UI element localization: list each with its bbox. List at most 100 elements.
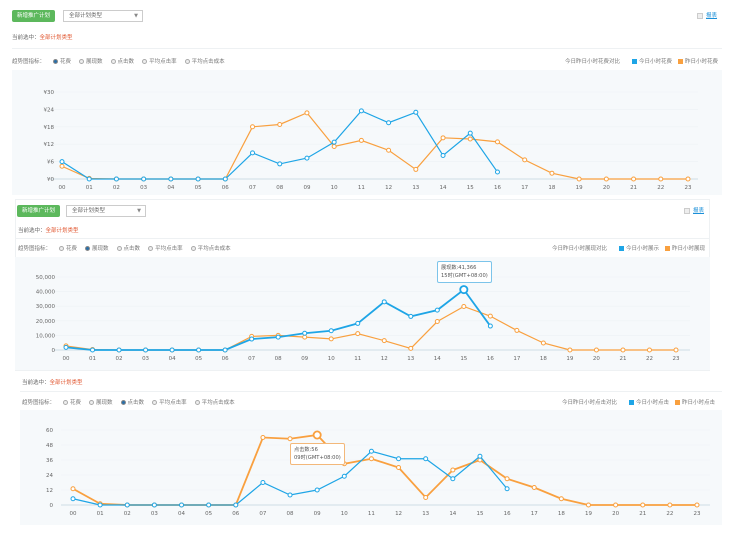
data-point[interactable] — [250, 150, 256, 156]
data-point[interactable] — [381, 299, 387, 305]
legend-today[interactable]: 今日小时花费 — [631, 57, 672, 65]
data-point[interactable] — [434, 307, 440, 313]
data-point[interactable] — [70, 496, 76, 502]
data-point[interactable] — [461, 303, 467, 309]
data-point[interactable] — [63, 344, 69, 350]
data-point[interactable] — [549, 170, 555, 176]
data-point[interactable] — [196, 347, 202, 353]
data-point[interactable] — [450, 467, 456, 473]
data-point[interactable] — [59, 163, 65, 169]
data-point[interactable] — [413, 166, 419, 172]
metric-radio-0[interactable]: 花费 — [59, 244, 77, 252]
data-point[interactable] — [368, 448, 374, 454]
data-point[interactable] — [467, 136, 473, 142]
data-point[interactable] — [222, 347, 228, 353]
data-point[interactable] — [440, 153, 446, 159]
legend-today[interactable]: 今日小时展示 — [618, 244, 659, 252]
metric-radio-0[interactable]: 花费 — [63, 398, 81, 406]
data-point[interactable] — [312, 430, 322, 440]
data-point[interactable] — [531, 485, 537, 490]
data-point[interactable] — [477, 453, 483, 459]
data-point[interactable] — [275, 334, 281, 340]
data-point[interactable] — [86, 176, 92, 182]
data-point[interactable] — [450, 476, 456, 482]
new-plan-button[interactable]: 新增推广计划 — [12, 10, 55, 22]
data-point[interactable] — [487, 323, 493, 329]
data-point[interactable] — [260, 435, 266, 440]
data-point[interactable] — [97, 502, 103, 508]
report-link-wrap[interactable]: 报表 — [697, 11, 717, 19]
data-point[interactable] — [408, 313, 414, 319]
data-point[interactable] — [328, 336, 334, 342]
data-point[interactable] — [222, 176, 228, 182]
data-point[interactable] — [694, 502, 700, 508]
data-point[interactable] — [331, 144, 337, 150]
data-point[interactable] — [558, 496, 564, 502]
data-point[interactable] — [386, 147, 392, 153]
data-point[interactable] — [685, 176, 691, 182]
data-point[interactable] — [90, 347, 96, 353]
data-point[interactable] — [233, 502, 239, 508]
plan-type-select[interactable]: 全部计划类型 ▼ — [63, 10, 143, 22]
metric-radio-2[interactable]: 点击数 — [110, 57, 134, 65]
data-point[interactable] — [593, 347, 599, 353]
data-point[interactable] — [423, 495, 429, 500]
data-point[interactable] — [673, 347, 679, 353]
data-point[interactable] — [467, 130, 473, 136]
metric-radio-3[interactable]: 平均点击率 — [142, 57, 177, 65]
legend-yesterday[interactable]: 昨日小时点击 — [674, 398, 715, 406]
data-point[interactable] — [331, 139, 337, 145]
data-point[interactable] — [355, 320, 361, 326]
data-point[interactable] — [355, 331, 361, 337]
data-point[interactable] — [168, 176, 174, 182]
data-point[interactable] — [304, 110, 310, 116]
metric-radio-1[interactable]: 展现数 — [79, 57, 103, 65]
data-point[interactable] — [70, 486, 76, 492]
data-point[interactable] — [169, 347, 175, 353]
metric-radio-3[interactable]: 平均点击率 — [152, 398, 187, 406]
data-point[interactable] — [249, 336, 255, 342]
data-point[interactable] — [314, 487, 320, 493]
data-point[interactable] — [113, 176, 119, 182]
data-point[interactable] — [328, 328, 334, 334]
data-point[interactable] — [640, 502, 646, 508]
data-point[interactable] — [494, 139, 500, 145]
data-point[interactable] — [613, 502, 619, 508]
metric-radio-3[interactable]: 平均点击率 — [148, 244, 183, 252]
data-point[interactable] — [408, 345, 414, 351]
data-point[interactable] — [141, 176, 147, 182]
metric-radio-4[interactable]: 平均点击成本 — [190, 244, 231, 252]
metric-radio-2[interactable]: 点击数 — [116, 244, 140, 252]
data-point[interactable] — [206, 502, 212, 508]
data-point[interactable] — [631, 176, 637, 182]
data-point[interactable] — [287, 492, 293, 498]
report-link-wrap[interactable]: 报表 — [684, 206, 704, 214]
data-point[interactable] — [440, 135, 446, 141]
data-point[interactable] — [658, 176, 664, 182]
metric-radio-1[interactable]: 展现数 — [89, 398, 113, 406]
data-point[interactable] — [396, 456, 402, 462]
plan-type-select[interactable]: 全部计划类型 ▼ — [66, 205, 146, 217]
data-point[interactable] — [540, 340, 546, 346]
data-point[interactable] — [576, 176, 582, 182]
data-point[interactable] — [116, 347, 122, 353]
data-point[interactable] — [423, 456, 429, 462]
data-point[interactable] — [143, 347, 149, 353]
legend-yesterday[interactable]: 昨日小时花费 — [677, 57, 718, 65]
data-point[interactable] — [567, 347, 573, 353]
metric-radio-4[interactable]: 平均点击成本 — [184, 57, 225, 65]
data-point[interactable] — [646, 347, 652, 353]
metric-radio-2[interactable]: 点击数 — [120, 398, 144, 406]
data-point[interactable] — [522, 157, 528, 163]
data-point[interactable] — [358, 108, 364, 114]
data-point[interactable] — [358, 137, 364, 143]
data-point[interactable] — [277, 161, 283, 167]
data-point[interactable] — [124, 502, 130, 508]
data-point[interactable] — [459, 285, 469, 295]
report-link[interactable]: 报表 — [706, 13, 718, 19]
data-point[interactable] — [413, 109, 419, 115]
metric-radio-0[interactable]: 花费 — [53, 57, 71, 65]
data-point[interactable] — [434, 319, 440, 325]
data-point[interactable] — [368, 456, 374, 462]
legend-today[interactable]: 今日小时点击 — [628, 398, 669, 406]
